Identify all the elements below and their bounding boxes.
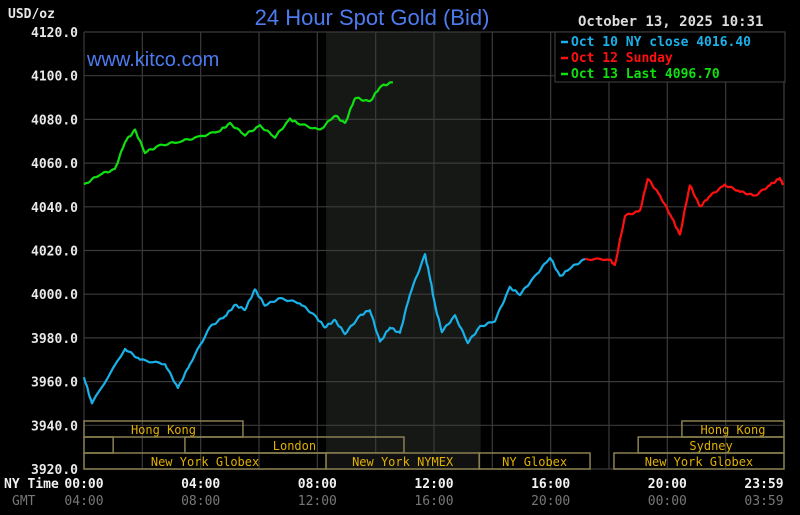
y-tick-label: 3960.0 xyxy=(31,376,78,391)
session-box xyxy=(83,420,244,438)
session-label: Hong Kong xyxy=(700,423,765,437)
y-tick-label: 4080.0 xyxy=(31,113,78,128)
gmt-tick-label: 03:59 xyxy=(744,494,783,509)
session-label: London xyxy=(273,439,316,453)
legend-entry: Oct 12 Sunday xyxy=(571,51,673,66)
session-label: New York Globex xyxy=(151,455,259,469)
y-tick-label: 4060.0 xyxy=(31,157,78,172)
x-tick-label: 08:00 xyxy=(298,477,337,492)
gmt-tick-label: 04:00 xyxy=(64,494,103,509)
series-line-3 xyxy=(83,81,393,186)
x-tick-label: 16:00 xyxy=(531,477,570,492)
timestamp: October 13, 2025 10:31 xyxy=(578,14,763,30)
gmt-row-label: GMT xyxy=(12,494,36,509)
gmt-tick-label: 08:00 xyxy=(181,494,220,509)
y-tick-label: 3940.0 xyxy=(31,419,78,434)
session-box xyxy=(613,452,785,470)
legend-entry: Oct 13 Last 4096.70 xyxy=(571,67,720,82)
series-line-1 xyxy=(82,253,586,405)
watermark: www.kitco.com xyxy=(86,49,219,71)
legend-entry: Oct 10 NY close 4016.40 xyxy=(571,35,751,50)
session-label: NY Globex xyxy=(502,455,567,469)
series-line-2 xyxy=(584,177,785,267)
x-tick-label: 20:00 xyxy=(648,477,687,492)
y-axis-label: USD/oz xyxy=(8,7,55,22)
session-label: New York NYMEX xyxy=(352,455,454,469)
gmt-tick-label: 00:00 xyxy=(648,494,687,509)
session-label: Hong Kong xyxy=(131,423,196,437)
gmt-tick-label: 16:00 xyxy=(414,494,453,509)
y-tick-label: 3920.0 xyxy=(31,463,78,478)
session-label: New York Globex xyxy=(645,455,753,469)
y-tick-label: 4040.0 xyxy=(31,201,78,216)
x-tick-label: 04:00 xyxy=(181,477,220,492)
session-label: Sydney xyxy=(689,439,732,453)
x-row-label: NY Time xyxy=(4,477,59,492)
y-tick-label: 4020.0 xyxy=(31,245,78,260)
gmt-tick-label: 20:00 xyxy=(531,494,570,509)
chart-title: 24 Hour Spot Gold (Bid) xyxy=(255,5,490,30)
y-tick-label: 4000.0 xyxy=(31,288,78,303)
session-box xyxy=(478,452,591,470)
x-tick-label: 00:00 xyxy=(64,477,103,492)
y-tick-label: 3980.0 xyxy=(31,332,78,347)
gmt-tick-label: 12:00 xyxy=(298,494,337,509)
x-tick-label: 23:59 xyxy=(744,477,783,492)
y-tick-label: 4100.0 xyxy=(31,70,78,85)
legend-box xyxy=(554,31,786,83)
x-tick-label: 12:00 xyxy=(414,477,453,492)
y-tick-label: 4120.0 xyxy=(31,26,78,41)
